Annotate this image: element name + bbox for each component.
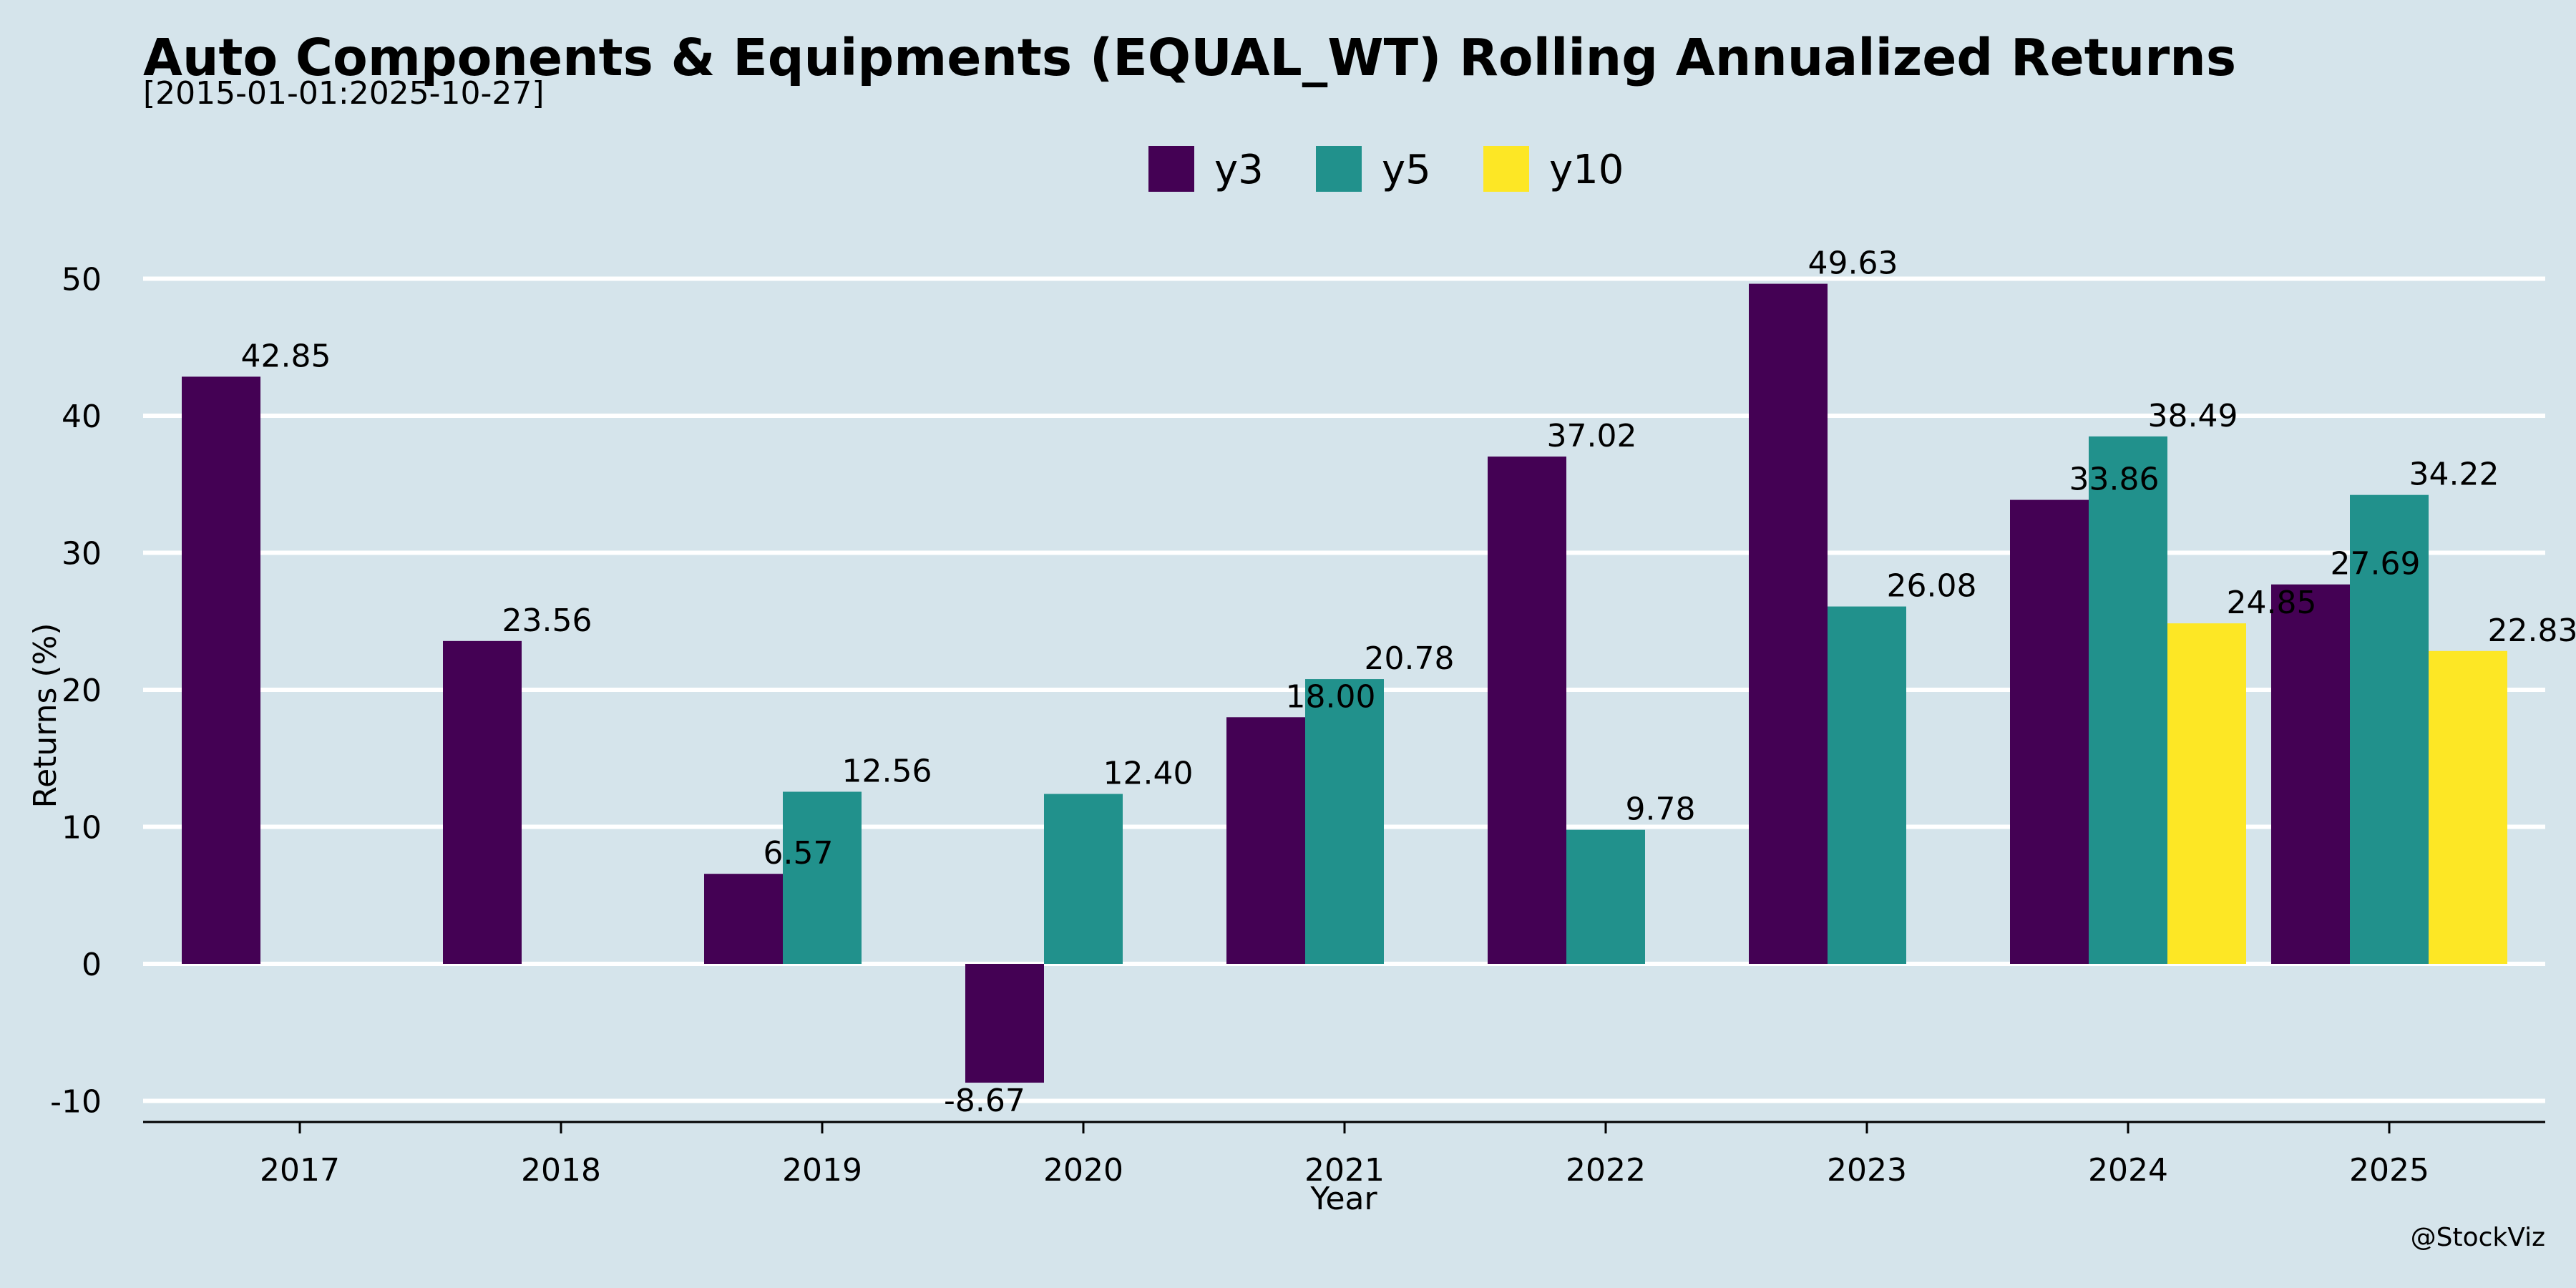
x-tick-label: 2024: [2088, 1152, 2168, 1189]
data-label-y3-2017: 42.85: [241, 338, 331, 374]
data-label-y3-2024: 33.86: [2069, 462, 2160, 498]
data-label-y3-2018: 23.56: [502, 602, 592, 639]
data-label-y5-2024: 38.49: [2148, 398, 2238, 434]
legend-label-y10: y10: [1549, 147, 1624, 193]
bar-y5-2021: [1305, 679, 1384, 964]
data-label-y3-2021: 18.00: [1286, 678, 1376, 715]
y-tick-label: 50: [62, 262, 102, 298]
data-label-y5-2023: 26.08: [1887, 568, 1977, 605]
data-label-y3-2023: 49.63: [1808, 245, 1898, 282]
bar-y3-2019: [704, 874, 783, 964]
y-tick-label: 20: [62, 673, 102, 709]
credit-text: @StockViz: [2411, 1223, 2545, 1252]
bar-y3-2023: [1749, 283, 1828, 964]
bar-y3-2025: [2271, 584, 2350, 964]
bar-y3-2024: [2010, 499, 2089, 964]
bar-y5-2020: [1044, 794, 1123, 964]
x-tick-label: 2019: [782, 1152, 862, 1189]
x-axis: 2017 2018 2019 2020 2021 2022 2023 2024 2025: [143, 1121, 2545, 1189]
bar-y5-2019: [783, 791, 862, 964]
y-tick-label: 10: [62, 810, 102, 847]
bar-y3-2022: [1488, 457, 1566, 964]
x-tick-label: 2017: [260, 1152, 340, 1189]
y-tick-label: 0: [82, 947, 102, 983]
legend-label-y3: y3: [1214, 147, 1264, 193]
y-tick-label: 40: [62, 399, 102, 435]
bar-y5-2023: [1828, 606, 1906, 964]
bar-y3-2020: [965, 964, 1044, 1083]
x-tick-label: 2020: [1043, 1152, 1123, 1189]
x-tick-label: 2021: [1304, 1152, 1385, 1189]
chart-title: Auto Components & Equipments (EQUAL_WT) …: [143, 28, 2236, 87]
bar-y5-2025: [2350, 494, 2429, 964]
data-label-y5-2025: 34.22: [2409, 457, 2499, 493]
legend-swatch-y10: [1483, 146, 1529, 192]
data-label-y10-2025: 22.83: [2488, 613, 2576, 649]
legend-swatch-y3: [1148, 146, 1194, 192]
data-label-y3-2025: 27.69: [2331, 546, 2421, 582]
y-tick-label: -10: [50, 1084, 102, 1121]
y-tick-label: 30: [62, 536, 102, 572]
x-tick-label: 2023: [1827, 1152, 1907, 1189]
data-label-y5-2021: 20.78: [1365, 640, 1455, 677]
x-tick-label: 2018: [521, 1152, 601, 1189]
bar-y5-2022: [1566, 829, 1645, 964]
y-axis-label: Returns (%): [27, 623, 64, 808]
bar-y5-2024: [2089, 436, 2167, 964]
data-label-y3-2022: 37.02: [1547, 418, 1637, 454]
chart-subtitle: [2015-01-01:2025-10-27]: [143, 75, 545, 112]
legend-swatch-y5: [1316, 146, 1362, 192]
bar-y3-2018: [443, 640, 522, 964]
bar-y10-2025: [2429, 650, 2507, 964]
data-label-y3-2019: 6.57: [763, 835, 834, 872]
data-label-y5-2020: 12.40: [1103, 756, 1194, 792]
x-axis-label: Year: [1309, 1181, 1377, 1217]
legend-label-y5: y5: [1382, 147, 1431, 193]
data-label-y5-2019: 12.56: [842, 753, 932, 789]
bar-y3-2017: [182, 376, 260, 964]
bar-y3-2021: [1226, 717, 1305, 964]
y-axis-ticks: -10 0 10 20 30 40 50: [50, 262, 102, 1121]
data-label-y3-2020: -8.67: [944, 1083, 1025, 1119]
legend: y3 y5 y10: [1148, 146, 1624, 193]
data-label-y5-2022: 9.78: [1626, 791, 1696, 828]
x-tick-label: 2022: [1566, 1152, 1646, 1189]
bar-y10-2024: [2167, 623, 2246, 964]
data-label-y10-2024: 24.85: [2227, 585, 2317, 621]
x-tick-label: 2025: [2349, 1152, 2429, 1189]
